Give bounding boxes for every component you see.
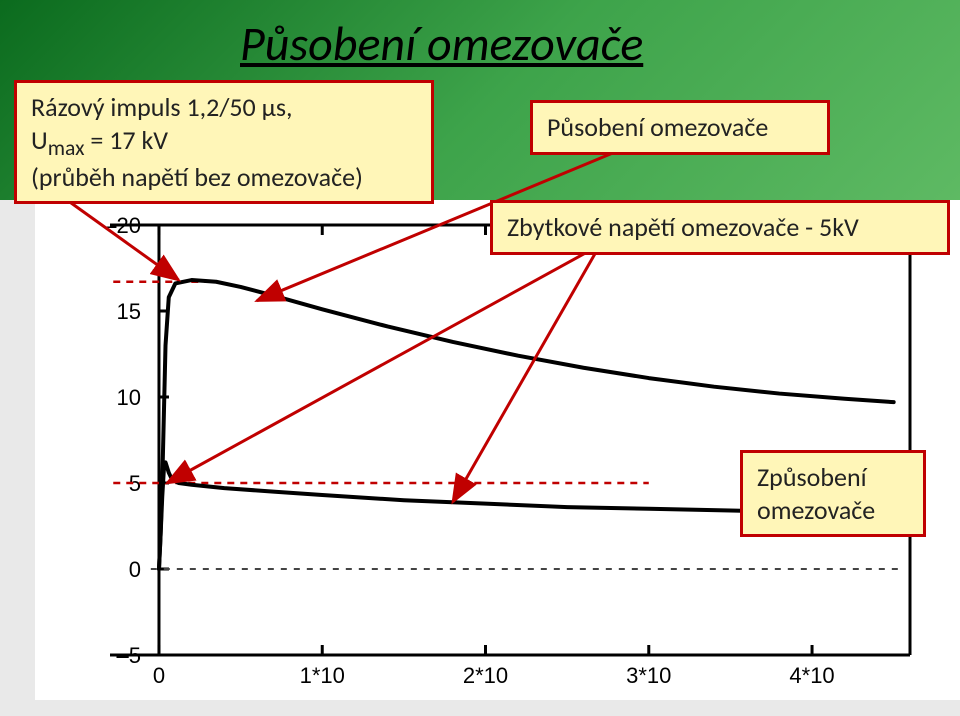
svg-text:10: 10 xyxy=(116,385,140,410)
callout-impulse-line1: Rázový impuls 1,2/50 μs, xyxy=(31,91,293,123)
svg-text:2*10: 2*10 xyxy=(463,663,508,688)
callout-impulse: Rázový impuls 1,2/50 μs, Umax = 17 kV (p… xyxy=(14,80,434,204)
callout-impulse-sub: max xyxy=(48,134,85,161)
callout-action-text: Působení omezovače xyxy=(547,111,768,143)
callout-tripped-l2: omezovače xyxy=(757,494,875,526)
callout-tripped-l1: Způsobení xyxy=(757,461,867,493)
svg-text:1*10: 1*10 xyxy=(300,663,345,688)
callout-tripped: Způsobení omezovače xyxy=(740,450,926,537)
svg-text:0: 0 xyxy=(129,557,141,582)
svg-text:4*10: 4*10 xyxy=(789,663,834,688)
callout-residual: Zbytkové napětí omezovače - 5kV xyxy=(490,200,950,255)
svg-text:3*10: 3*10 xyxy=(626,663,671,688)
callout-residual-text: Zbytkové napětí omezovače - 5kV xyxy=(507,211,859,243)
svg-text:15: 15 xyxy=(116,299,140,324)
callout-action: Působení omezovače xyxy=(530,100,830,155)
slide-root: { "title": { "text": "Působení omezovače… xyxy=(0,0,960,716)
svg-text:0: 0 xyxy=(153,663,165,688)
svg-text:‒5: ‒5 xyxy=(116,643,140,668)
svg-text:‒20: ‒20 xyxy=(104,213,141,238)
callout-impulse-line3: (průběh napětí bez omezovače) xyxy=(31,161,363,193)
callout-impulse-rest: = 17 kV xyxy=(85,124,169,156)
callout-impulse-u: U xyxy=(31,124,48,156)
